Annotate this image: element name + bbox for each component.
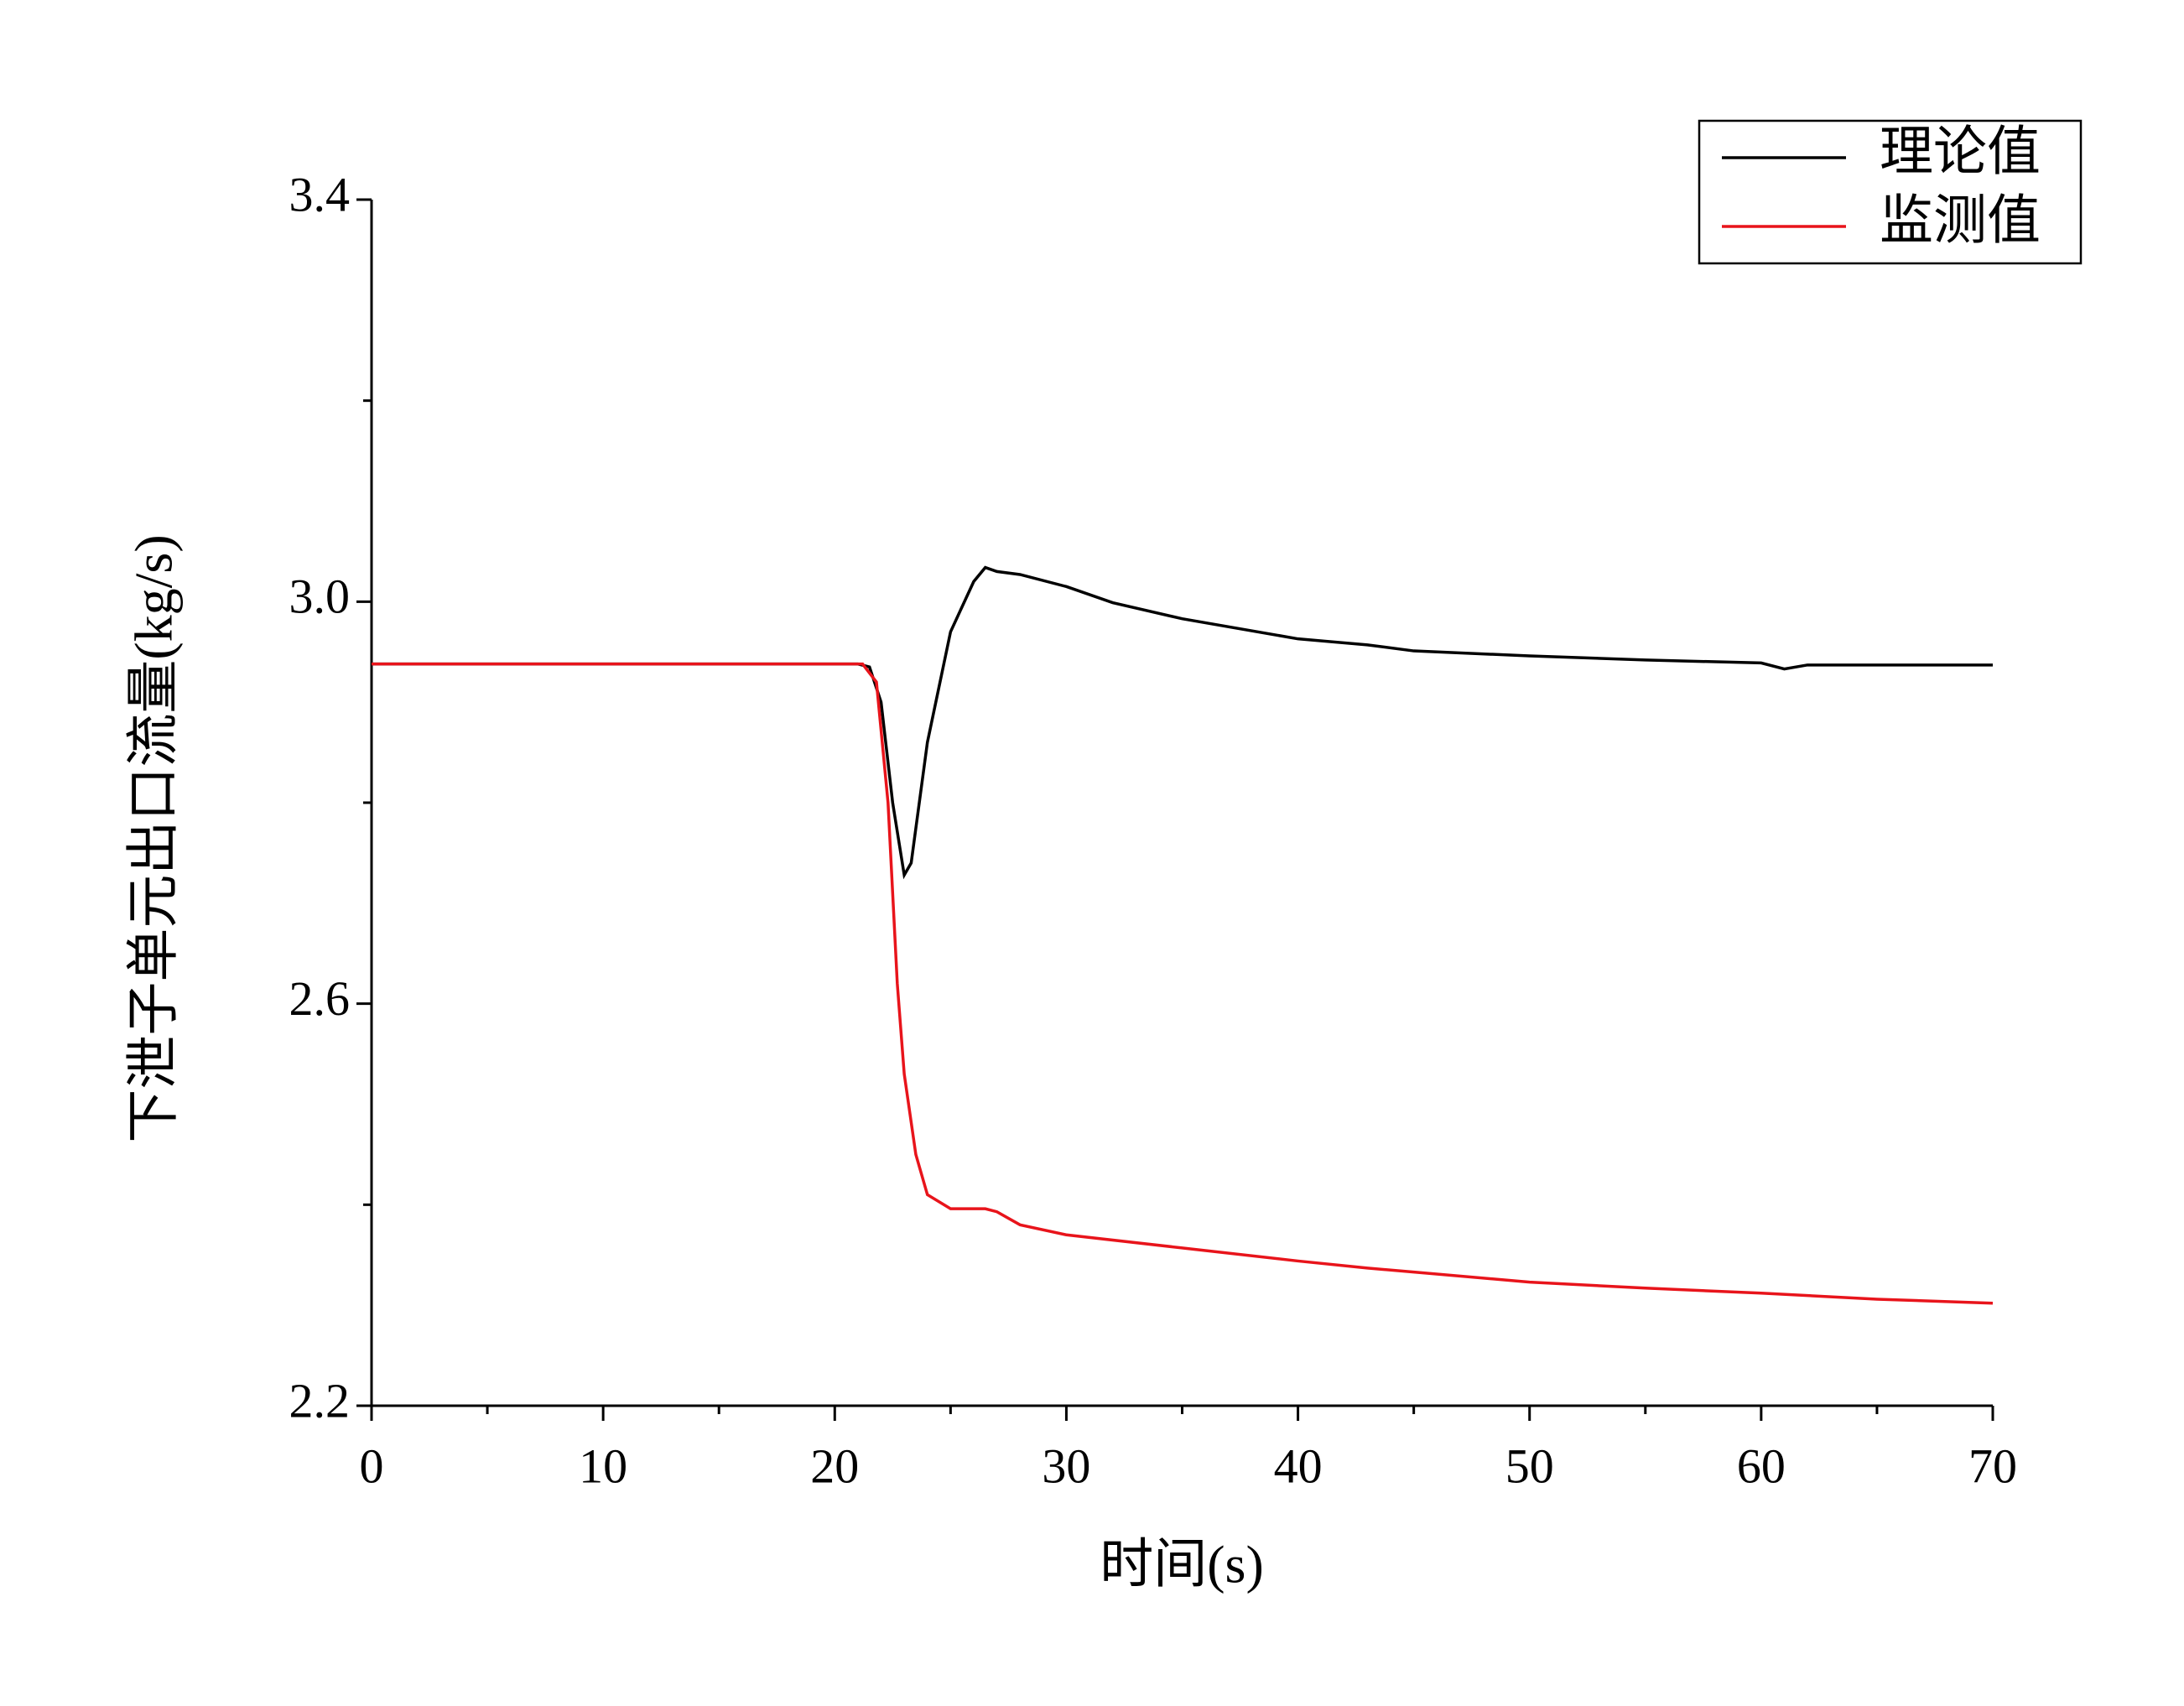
y-tick-label: 3.0: [289, 570, 351, 624]
data-line: [372, 565, 1993, 880]
x-tick-label: 70: [1968, 1438, 2017, 1493]
legend-box: [1698, 119, 2083, 265]
legend-label: 监测值: [1880, 191, 2041, 251]
x-tick-label: 10: [579, 1438, 627, 1493]
data-line: [372, 662, 1994, 1305]
y-tick-label: 3.4: [289, 167, 351, 221]
x-tick-label: 0: [360, 1438, 384, 1493]
legend-label: 理论值: [1880, 122, 2041, 182]
y-tick-label: 2.2: [289, 1373, 351, 1428]
x-tick-label: 20: [810, 1438, 859, 1493]
x-tick-label: 30: [1042, 1438, 1090, 1493]
x-tick-label: 40: [1274, 1438, 1323, 1493]
x-axis-title: 时间(s): [1100, 1535, 1264, 1594]
x-tick-label: 60: [1737, 1438, 1786, 1493]
x-tick-label: 50: [1505, 1438, 1554, 1493]
y-tick-label: 2.6: [289, 971, 351, 1026]
y-axis-title: 下泄子单元出口流量(kg/s): [124, 534, 184, 1142]
